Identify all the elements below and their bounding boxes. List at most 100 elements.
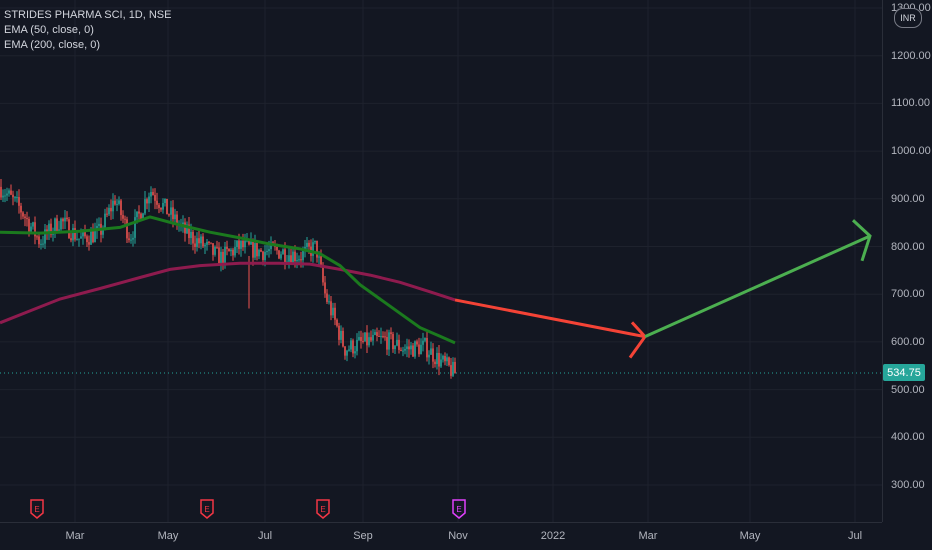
candle-body xyxy=(212,243,214,255)
candle-body xyxy=(134,217,136,238)
candle-body xyxy=(292,251,294,264)
candle-body xyxy=(254,243,256,258)
candle-body xyxy=(136,211,138,218)
candle-body xyxy=(154,195,156,201)
candle-body xyxy=(240,240,242,249)
candle-body xyxy=(224,246,226,264)
candle-body xyxy=(364,332,366,342)
ema50-legend[interactable]: EMA (50, close, 0) xyxy=(4,24,94,36)
trend-drawings xyxy=(454,219,872,359)
candle-body xyxy=(220,251,222,265)
candle-body xyxy=(38,236,40,245)
chart-legend[interactable]: STRIDES PHARMA SCI, 1D, NSE EMA (50, clo… xyxy=(4,8,171,53)
candle-body xyxy=(84,230,86,237)
time-tick-label: Jul xyxy=(847,530,863,542)
candle-body xyxy=(426,338,428,358)
earnings-event-marker[interactable]: E xyxy=(200,499,214,519)
candle-body xyxy=(22,212,24,217)
candle-body xyxy=(78,238,80,240)
candle-body xyxy=(98,223,100,226)
event-badge-shape xyxy=(200,499,214,519)
time-axis[interactable]: Mar May Jul Sep Nov 2022 Mar May Jul xyxy=(0,522,882,550)
candle-body xyxy=(168,214,170,216)
earnings-event-marker[interactable]: E xyxy=(30,499,44,519)
candle-body xyxy=(454,361,456,374)
candle-body xyxy=(104,213,106,228)
candle-body xyxy=(2,195,4,198)
candle-body xyxy=(204,244,206,247)
candle-body xyxy=(322,266,324,283)
candle-body xyxy=(186,224,188,234)
candle-body xyxy=(414,341,416,357)
candle-body xyxy=(64,217,66,222)
time-tick-label: Nov xyxy=(448,530,468,542)
last-price-label: 534.75 xyxy=(883,364,925,381)
chart-area[interactable]: E E E E STRIDES PHARMA SCI, 1D, NSE EMA (50… xyxy=(0,0,882,522)
candle-body xyxy=(264,251,266,260)
candle-body xyxy=(194,243,196,247)
ema200-legend[interactable]: EMA (200, close, 0) xyxy=(4,39,100,51)
candle-body xyxy=(270,242,272,250)
candle-body xyxy=(262,251,264,260)
price-tick-label: 800.00 xyxy=(891,240,925,253)
candle-body xyxy=(140,213,142,220)
down-arrow-line xyxy=(454,298,646,339)
candle-body xyxy=(296,260,298,262)
candle-body xyxy=(62,218,64,222)
candle-body xyxy=(380,336,382,338)
price-tick-label: 1100.00 xyxy=(891,97,930,110)
candle-body xyxy=(150,192,152,197)
candle-body xyxy=(174,214,176,220)
candle-body xyxy=(400,349,402,351)
candle-body xyxy=(354,351,356,354)
candle-body xyxy=(326,293,328,302)
candle-body xyxy=(44,229,46,244)
candle-body xyxy=(350,340,352,350)
candle-body xyxy=(0,186,2,198)
candle-body xyxy=(420,344,422,355)
candle-body xyxy=(428,354,430,358)
price-tick-label: 400.00 xyxy=(891,431,925,444)
event-label: E xyxy=(456,505,461,514)
candle-body xyxy=(68,219,70,239)
time-tick-label: May xyxy=(157,530,179,542)
candle-body xyxy=(288,255,290,262)
candle-body xyxy=(406,346,408,349)
candle-body xyxy=(294,251,296,262)
candle-body xyxy=(196,238,198,247)
candle-body xyxy=(202,236,204,247)
candle-body xyxy=(82,230,84,237)
candle-body xyxy=(118,200,120,204)
time-tick-label: Mar xyxy=(638,530,658,542)
candle-body xyxy=(336,319,338,326)
price-tick-label: 700.00 xyxy=(891,288,925,301)
candle-body xyxy=(394,345,396,350)
candle-body xyxy=(208,241,210,243)
candle-body xyxy=(74,228,76,240)
candle-body xyxy=(40,243,42,245)
candle-body xyxy=(396,339,398,346)
candle-body xyxy=(48,223,50,234)
symbol-title[interactable]: STRIDES PHARMA SCI, 1D, NSE xyxy=(4,9,172,21)
price-tick-label: 1000.00 xyxy=(891,145,931,158)
candle-body xyxy=(248,240,250,245)
earnings-event-marker[interactable]: E xyxy=(452,499,466,519)
candle-body xyxy=(320,256,322,267)
candle-body xyxy=(410,345,412,350)
price-axis[interactable]: 1300.001200.001100.001000.00900.00800.00… xyxy=(882,0,932,522)
event-badge-shape xyxy=(452,499,466,519)
candle-body xyxy=(110,207,112,212)
candle-body xyxy=(378,335,380,337)
candle-body xyxy=(16,197,18,199)
currency-button[interactable]: INR xyxy=(894,8,922,28)
candle-body xyxy=(90,231,92,245)
candle-body xyxy=(302,250,304,261)
candle-body xyxy=(280,254,282,259)
candle-body xyxy=(334,307,336,320)
earnings-event-marker[interactable]: E xyxy=(316,499,330,519)
event-label: E xyxy=(34,505,39,514)
candle-body xyxy=(332,307,334,316)
candle-body xyxy=(86,236,88,243)
candle-body xyxy=(398,339,400,350)
